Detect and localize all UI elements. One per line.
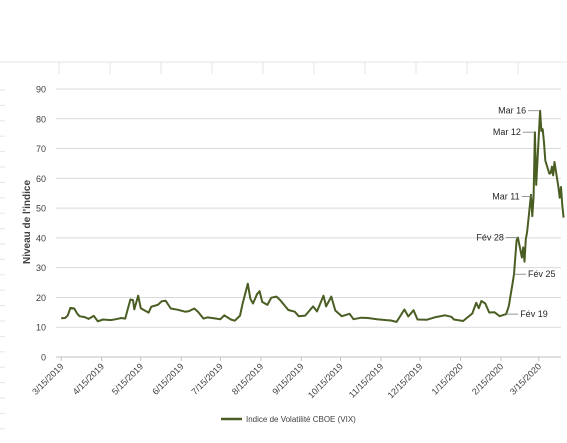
x-tick-label: 3/15/2020 <box>508 361 543 396</box>
x-tick-label: 2/15/2020 <box>470 361 505 396</box>
x-tick-label: 5/15/2019 <box>110 361 145 396</box>
annotation: Fév 28 <box>476 233 518 243</box>
annotation: Mar 16 <box>498 106 541 116</box>
annotation: Fév 25 <box>514 269 556 279</box>
series-layer <box>61 109 565 323</box>
x-tick-label: 10/15/2019 <box>306 361 345 400</box>
annotation: Mar 11 <box>492 191 534 201</box>
y-tick-label: 50 <box>36 204 46 214</box>
x-tick-label: 6/15/2019 <box>150 361 185 396</box>
y-tick-label: 20 <box>36 293 46 303</box>
spreadsheet-grid <box>0 61 567 430</box>
annotation: Fév 19 <box>506 309 548 319</box>
annotations: Mar 16 Mar 12 Mar 11 Fév 28 Fév 25 Fév 19 <box>476 106 555 319</box>
y-tick-label: 80 <box>36 114 46 124</box>
x-tick-label: 9/15/2019 <box>270 361 305 396</box>
y-tick-label: 60 <box>36 174 46 184</box>
annotation-label: Fév 25 <box>528 269 556 279</box>
y-tick-label: 90 <box>36 85 46 95</box>
annotation-label: Fév 19 <box>520 309 548 319</box>
x-tick-label: 3/15/2019 <box>30 361 65 396</box>
annotation-label: Fév 28 <box>476 233 504 243</box>
x-tick-label: 4/15/2019 <box>71 361 106 396</box>
y-tick-label: 10 <box>36 323 46 333</box>
x-axis: 3/15/2019 4/15/2019 5/15/2019 6/15/2019 7/15… <box>30 357 543 400</box>
x-tick-label: 1/15/2020 <box>430 361 465 396</box>
annotation-label: Mar 12 <box>493 127 521 137</box>
x-tick-label: 12/15/2019 <box>386 361 425 400</box>
y-axis-ticks: 0 10 20 30 40 50 60 70 80 90 <box>36 85 46 363</box>
horizontal-gridlines <box>56 88 561 358</box>
y-tick-label: 30 <box>36 263 46 273</box>
annotation-label: Mar 16 <box>498 106 526 116</box>
legend-label: Indice de Volatilité CBOE (VIX) <box>246 415 356 424</box>
annotation-label: Mar 11 <box>492 191 519 201</box>
y-axis-label: Niveau de l'indice <box>22 180 33 265</box>
annotation: Mar 12 <box>493 127 535 137</box>
y-tick-label: 0 <box>41 353 46 363</box>
y-tick-label: 70 <box>36 144 46 154</box>
x-tick-label: 11/15/2019 <box>347 361 385 399</box>
x-tick-label: 8/15/2019 <box>230 361 265 396</box>
series-line-vix <box>61 109 565 323</box>
x-tick-label: 7/15/2019 <box>189 361 224 396</box>
legend: Indice de Volatilité CBOE (VIX) <box>221 415 356 424</box>
y-tick-label: 40 <box>36 233 46 243</box>
